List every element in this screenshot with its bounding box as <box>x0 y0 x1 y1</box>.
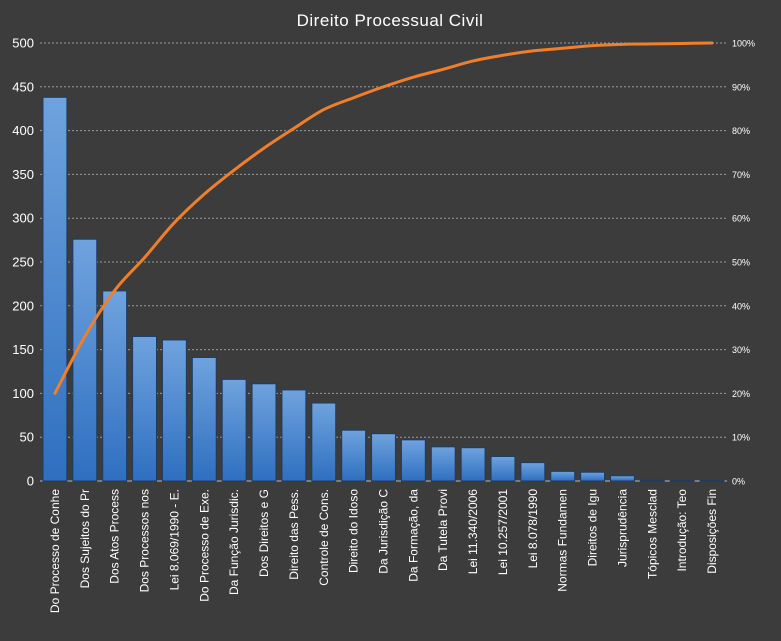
left-tick-label: 0 <box>27 474 34 489</box>
category-label: Direitos de Igu <box>586 489 600 566</box>
category-label: Dos Processos nos <box>138 489 152 592</box>
bar <box>520 462 546 482</box>
left-tick-label: 500 <box>12 36 34 51</box>
bar <box>460 447 486 482</box>
right-tick-label: 10% <box>732 433 750 443</box>
left-tick-label: 250 <box>12 255 34 270</box>
right-tick-label: 20% <box>732 389 750 399</box>
category-label: Jurisprudência <box>615 489 629 567</box>
bar <box>191 356 217 482</box>
bar <box>311 402 337 482</box>
category-label: Direito do Idoso <box>347 489 361 573</box>
left-tick-label: 400 <box>12 123 34 138</box>
right-tick-label: 100% <box>732 39 755 49</box>
right-tick-label: 90% <box>732 82 750 92</box>
category-label: Disposições Fin <box>705 489 719 574</box>
left-tick-label: 50 <box>20 430 34 445</box>
category-label: Da Formação, da <box>406 489 420 582</box>
bar <box>72 238 98 482</box>
left-tick-label: 300 <box>12 211 34 226</box>
right-tick-label: 80% <box>732 126 750 136</box>
cumulative-line <box>53 41 714 395</box>
left-axis-ticks: 0 50 100 150 200 250 300 350 400 450 500 <box>12 36 34 489</box>
bar <box>490 455 516 482</box>
category-label: Tópicos Mesclad <box>645 489 659 579</box>
left-tick-label: 100 <box>12 386 34 401</box>
bar <box>221 378 247 482</box>
category-label: Lei 8.069/1990 - E. <box>167 489 181 590</box>
left-tick-label: 450 <box>12 79 34 94</box>
bars <box>42 96 725 482</box>
category-labels: Do Processo de Conhe Dos Sujeitos do Pr Do… <box>48 489 719 613</box>
cumulative-line-layer <box>53 41 714 395</box>
bar <box>580 471 606 482</box>
bar <box>251 383 277 482</box>
category-label: Controle de Cons. <box>317 489 331 586</box>
bar <box>281 389 307 482</box>
category-label: Direito das Pess. <box>287 489 301 580</box>
category-label: Do Processo de Exe. <box>197 489 211 602</box>
bar <box>400 439 426 482</box>
category-label: Da Jurisdição C <box>377 489 391 574</box>
category-label: Dos Atos Process <box>108 489 122 584</box>
left-tick-label: 150 <box>12 342 34 357</box>
right-tick-label: 40% <box>732 301 750 311</box>
bar <box>371 433 396 482</box>
right-tick-label: 50% <box>732 258 750 268</box>
bar <box>102 290 128 482</box>
category-label: Dos Sujeitos do Pr <box>78 489 92 588</box>
category-label: Da Função Jurisdic. <box>227 489 241 595</box>
category-label: Lei 10.257/2001 <box>496 489 510 575</box>
right-tick-label: 0% <box>732 477 745 487</box>
right-axis-ticks: 0% 10% 20% 30% 40% 50% 60% 70% 80% 90% 100% <box>732 39 755 487</box>
bar <box>610 475 635 482</box>
category-label: Introdução: Teo <box>675 489 689 572</box>
right-tick-label: 60% <box>732 214 750 224</box>
category-label: Do Processo de Conhe <box>48 489 62 613</box>
category-label: Da Tutela Provi <box>436 489 450 571</box>
bar <box>550 470 576 482</box>
chart-title: Direito Processual Civil <box>297 11 484 30</box>
bar <box>341 429 367 482</box>
category-label: Lei 8.078/1990 <box>526 489 540 569</box>
bar <box>430 446 456 482</box>
bar <box>132 335 157 482</box>
right-tick-label: 70% <box>732 170 750 180</box>
category-label: Lei 11.340/2006 <box>466 489 480 575</box>
category-label: Normas Fundamen <box>556 489 570 592</box>
bar <box>161 339 187 482</box>
left-tick-label: 200 <box>12 298 34 313</box>
bar <box>639 479 665 482</box>
right-tick-label: 30% <box>732 345 750 355</box>
category-label: Dos Direitos e G <box>257 489 271 577</box>
bar <box>42 96 68 482</box>
left-tick-label: 350 <box>12 167 34 182</box>
